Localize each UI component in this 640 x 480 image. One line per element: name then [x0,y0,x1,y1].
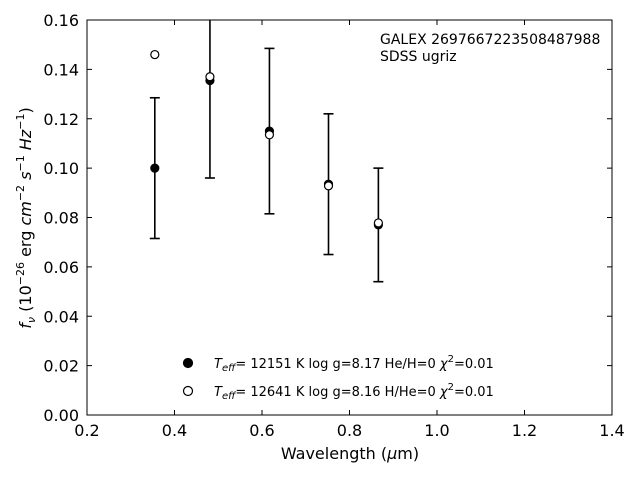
legend-entry-2: Teff= 12641 K log g=8.16 H/He=0 χ2=0.01 [214,382,494,402]
plot-frame [86,19,613,416]
x-tick-label: 0.6 [249,421,274,440]
data-point-open [150,49,160,60]
y-tick-label: 0.02 [43,357,79,376]
y-tick-label: 0.00 [43,406,79,425]
x-tick-label: 0.4 [162,421,187,440]
x-tick-label: 0.8 [337,421,362,440]
y-tick-label: 0.06 [43,258,79,277]
data-point-open [323,181,334,191]
data-point-open [264,130,275,140]
legend-entry-1: Teff= 12151 K log g=8.17 He/H=0 χ2=0.01 [214,354,494,374]
legend-marker-filled [182,357,194,369]
data-point-open [373,218,383,228]
legend-marker-open [182,385,194,397]
x-axis-label: Wavelength (μm) [281,444,419,463]
x-tick-label: 1.4 [599,421,624,440]
y-tick-label: 0.04 [43,307,79,326]
y-tick-label: 0.12 [43,110,79,129]
x-tick-label: 1.2 [512,421,537,440]
plot-layer: 0.2 0.4 0.6 0.8 1.0 1.2 1.4 0.00 0.02 0.04 0.06 0.0… [43,11,624,440]
data-point-filled [150,163,160,173]
y-axis-label: fν (10−26 erg cm−2 s−1 Hz−1) [14,107,38,328]
y-tick-label: 0.14 [43,60,79,79]
legend: Teff= 12151 K log g=8.17 He/H=0 χ2=0.01 … [182,354,494,402]
y-tick-label: 0.10 [43,159,79,178]
y-tick-label: 0.16 [43,11,79,30]
plot-clip-group [149,20,384,283]
x-tick-label: 1.0 [424,421,449,440]
annotation-object: GALEX 2697667223508487988 [380,32,600,48]
x-tick-label: 0.2 [74,421,99,440]
y-tick-label: 0.08 [43,209,79,228]
data-point-open [205,72,215,82]
annotation-survey: SDSS ugriz [380,49,457,65]
